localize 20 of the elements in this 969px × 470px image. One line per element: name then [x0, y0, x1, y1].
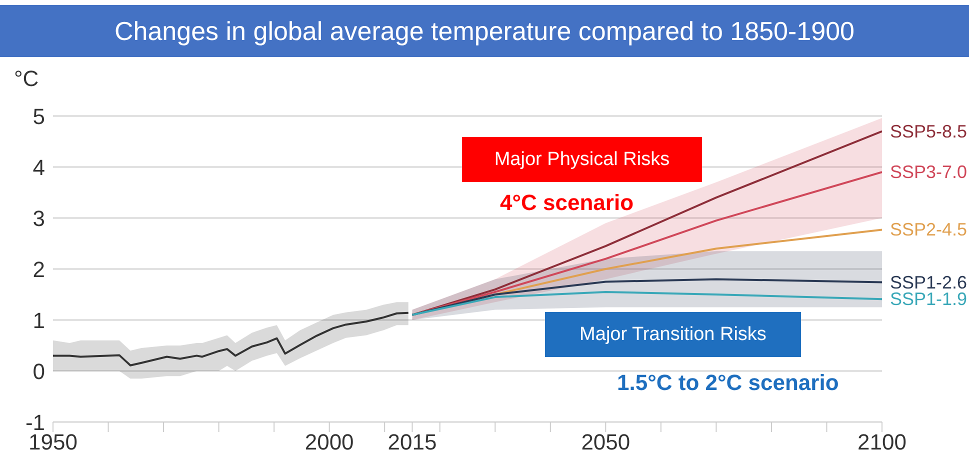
annotation: 1.5°C to 2°C scenario [617, 370, 839, 396]
series-label: SSP2-4.5 [890, 220, 968, 240]
x-tick-label: 2050 [581, 430, 630, 455]
y-tick-label: 3 [32, 206, 45, 231]
series-label: SSP3-7.0 [890, 162, 968, 182]
line-series [53, 312, 410, 366]
y-tick-label: 4 [32, 154, 45, 180]
y-tick-label: 5 [32, 104, 45, 129]
line-series [411, 278, 882, 316]
annotation: 4°C scenario [500, 190, 634, 216]
x-tick-label: 2100 [858, 430, 906, 455]
chart-title: Changes in global average temperature compared to 1850-1900 [0, 5, 969, 57]
series-label: SSP5-8.5 [890, 121, 968, 142]
y-axis-title: °C [14, 66, 39, 92]
y-tick-label: 2 [32, 256, 45, 282]
x-tick-label: 2015 [388, 430, 437, 455]
y-tick-label: 0 [32, 358, 45, 384]
x-tick-label: 2000 [304, 430, 354, 455]
line-series [411, 290, 882, 316]
y-tick-label: 1 [32, 308, 45, 333]
